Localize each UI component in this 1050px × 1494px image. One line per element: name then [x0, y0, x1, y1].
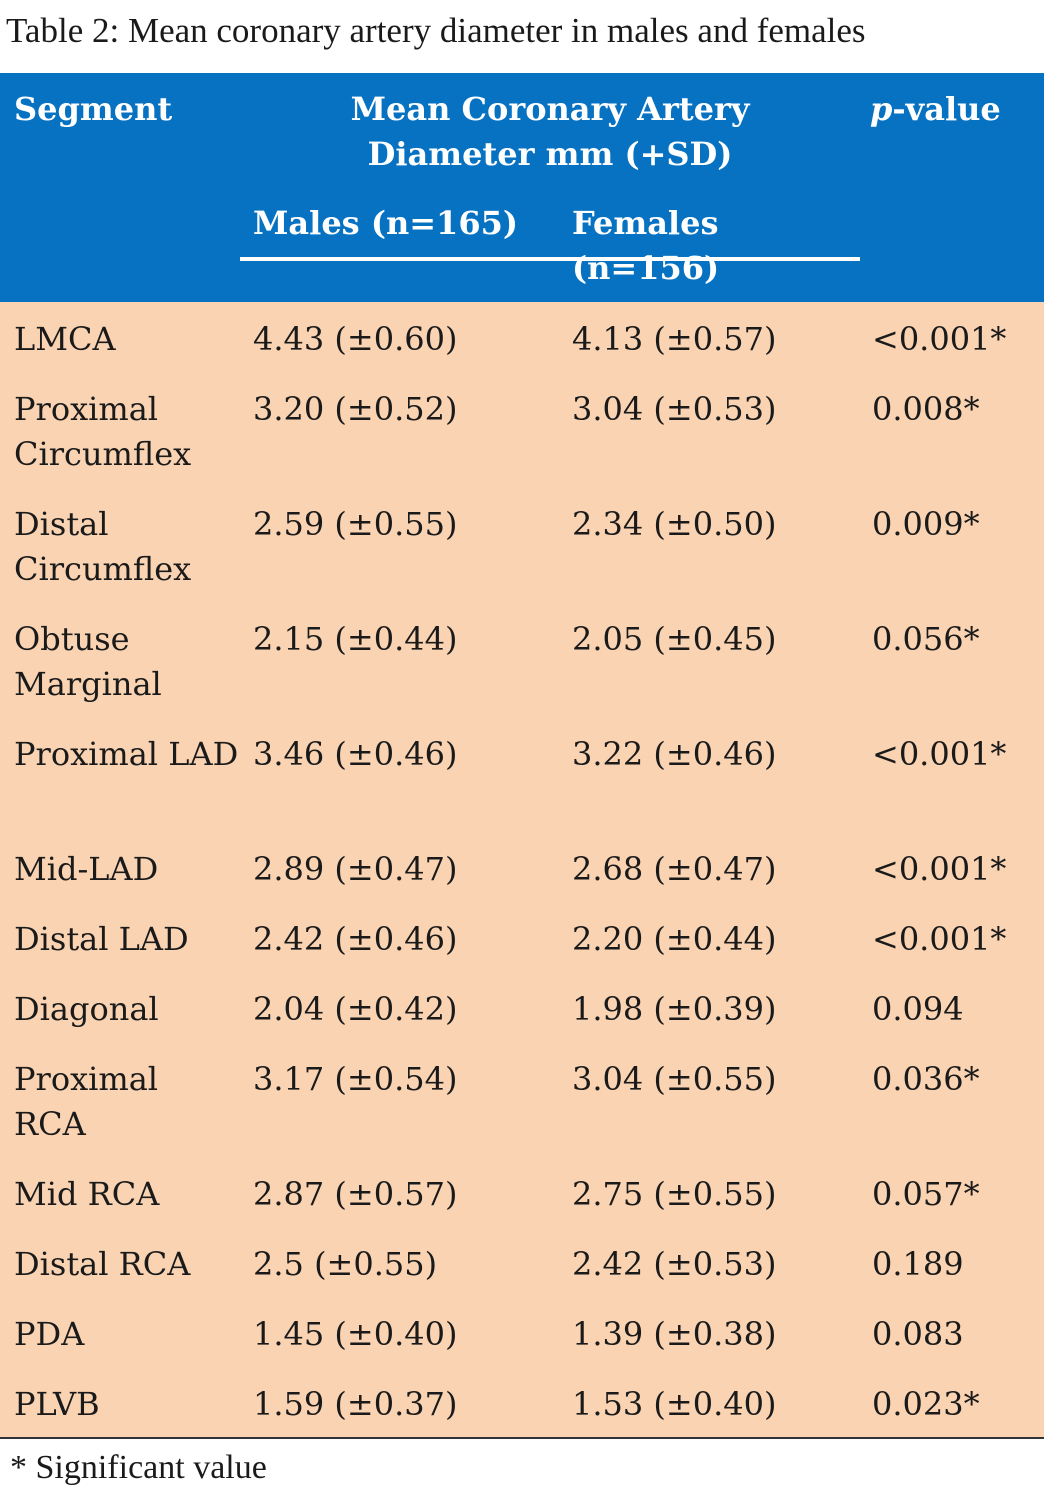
cell-females: 3.04 (±0.55) — [572, 1060, 777, 1098]
cell-segment: PDA — [14, 1315, 85, 1353]
header-p-rest: -value — [892, 90, 1001, 128]
table-body: LMCA 4.43 (±0.60) 4.13 (±0.57) <0.001* P… — [0, 302, 1044, 1438]
cell-females: 2.20 (±0.44) — [572, 920, 777, 958]
cell-segment: PLVB — [14, 1385, 100, 1423]
cell-females: 1.39 (±0.38) — [572, 1315, 777, 1353]
cell-segment: Mid-LAD — [14, 850, 159, 888]
cell-segment: Distal Circumflex — [14, 505, 192, 588]
cell-segment: Distal LAD — [14, 920, 189, 958]
cell-p-value: <0.001* — [872, 920, 1007, 958]
cell-females: 2.05 (±0.45) — [572, 620, 777, 658]
cell-males: 2.87 (±0.57) — [253, 1175, 458, 1213]
cell-segment: LMCA — [14, 320, 116, 358]
cell-p-value: <0.001* — [872, 735, 1007, 773]
header-mean-line2: Diameter mm (+SD) — [367, 135, 733, 173]
header-p-italic: p — [870, 90, 893, 128]
cell-males: 2.04 (±0.42) — [253, 990, 458, 1028]
cell-segment: Proximal Circumflex — [14, 390, 192, 473]
table-bottom-rule — [0, 1437, 1044, 1439]
header-females: Females (n=156) — [572, 204, 720, 287]
cell-segment: Diagonal — [14, 990, 159, 1028]
cell-females: 2.68 (±0.47) — [572, 850, 777, 888]
cell-males: 2.5 (±0.55) — [253, 1245, 438, 1283]
cell-segment: Distal RCA — [14, 1245, 191, 1283]
cell-segment: Obtuse Marginal — [14, 620, 162, 703]
header-males: Males (n=165) — [253, 204, 518, 242]
cell-females: 2.42 (±0.53) — [572, 1245, 777, 1283]
header-divider — [240, 257, 860, 261]
cell-males: 1.45 (±0.40) — [253, 1315, 458, 1353]
table-header: Segment Mean Coronary Artery Diameter mm… — [0, 73, 1044, 302]
cell-segment: Proximal RCA — [14, 1060, 159, 1143]
cell-males: 4.43 (±0.60) — [253, 320, 458, 358]
cell-p-value: <0.001* — [872, 320, 1007, 358]
cell-females: 4.13 (±0.57) — [572, 320, 777, 358]
cell-females: 3.22 (±0.46) — [572, 735, 777, 773]
cell-males: 1.59 (±0.37) — [253, 1385, 458, 1423]
header-segment: Segment — [14, 90, 173, 128]
cell-p-value: 0.094 — [872, 990, 964, 1028]
cell-p-value: 0.189 — [872, 1245, 964, 1283]
cell-males: 3.20 (±0.52) — [253, 390, 458, 428]
cell-females: 3.04 (±0.53) — [572, 390, 777, 428]
cell-p-value: 0.056* — [872, 620, 980, 658]
cell-males: 2.59 (±0.55) — [253, 505, 458, 543]
cell-p-value: 0.083 — [872, 1315, 964, 1353]
cell-females: 2.34 (±0.50) — [572, 505, 777, 543]
cell-p-value: <0.001* — [872, 850, 1007, 888]
cell-p-value: 0.057* — [872, 1175, 980, 1213]
cell-males: 3.17 (±0.54) — [253, 1060, 458, 1098]
header-mean-line1: Mean Coronary Artery — [350, 90, 750, 128]
cell-males: 3.46 (±0.46) — [253, 735, 458, 773]
cell-males: 2.89 (±0.47) — [253, 850, 458, 888]
cell-males: 2.15 (±0.44) — [253, 620, 458, 658]
cell-males: 2.42 (±0.46) — [253, 920, 458, 958]
cell-segment: Mid RCA — [14, 1175, 160, 1213]
cell-p-value: 0.023* — [872, 1385, 980, 1423]
cell-females: 1.98 (±0.39) — [572, 990, 777, 1028]
cell-segment: Proximal LAD — [14, 735, 239, 773]
table-caption: Table 2: Mean coronary artery diameter i… — [6, 11, 866, 50]
cell-p-value: 0.008* — [872, 390, 980, 428]
cell-p-value: 0.036* — [872, 1060, 980, 1098]
table-footnote: * Significant value — [10, 1449, 267, 1486]
cell-females: 1.53 (±0.40) — [572, 1385, 777, 1423]
header-p-value: p-value — [870, 87, 1001, 132]
header-mean-diameter: Mean Coronary Artery Diameter mm (+SD) — [240, 87, 860, 177]
cell-p-value: 0.009* — [872, 505, 980, 543]
cell-females: 2.75 (±0.55) — [572, 1175, 777, 1213]
